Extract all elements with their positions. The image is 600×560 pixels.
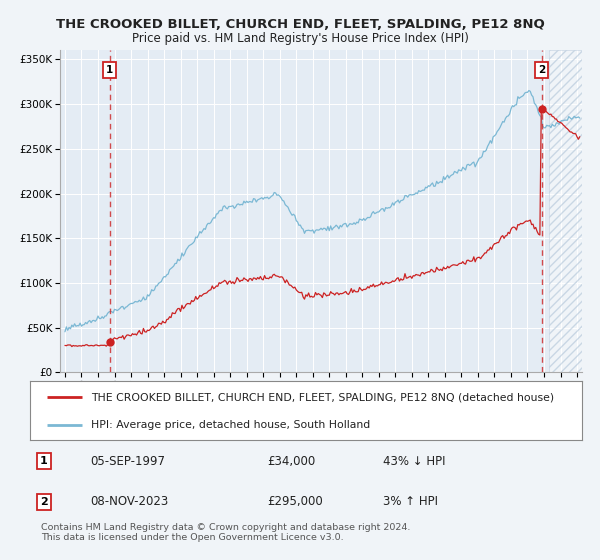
- Bar: [549, 50, 590, 372]
- Text: 2: 2: [538, 65, 545, 75]
- Text: 43% ↓ HPI: 43% ↓ HPI: [383, 455, 446, 468]
- Text: £34,000: £34,000: [268, 455, 316, 468]
- Text: THE CROOKED BILLET, CHURCH END, FLEET, SPALDING, PE12 8NQ (detached house): THE CROOKED BILLET, CHURCH END, FLEET, S…: [91, 392, 554, 402]
- Text: 05-SEP-1997: 05-SEP-1997: [91, 455, 166, 468]
- Text: Price paid vs. HM Land Registry's House Price Index (HPI): Price paid vs. HM Land Registry's House …: [131, 32, 469, 45]
- Bar: [549, 50, 590, 372]
- Text: 08-NOV-2023: 08-NOV-2023: [91, 496, 169, 508]
- Text: £295,000: £295,000: [268, 496, 323, 508]
- Text: Contains HM Land Registry data © Crown copyright and database right 2024.
This d: Contains HM Land Registry data © Crown c…: [41, 522, 410, 542]
- Text: 1: 1: [40, 456, 47, 466]
- Text: 2: 2: [40, 497, 47, 507]
- Text: 3% ↑ HPI: 3% ↑ HPI: [383, 496, 438, 508]
- Text: 1: 1: [106, 65, 113, 75]
- Text: HPI: Average price, detached house, South Holland: HPI: Average price, detached house, Sout…: [91, 420, 370, 430]
- Text: THE CROOKED BILLET, CHURCH END, FLEET, SPALDING, PE12 8NQ: THE CROOKED BILLET, CHURCH END, FLEET, S…: [56, 18, 544, 31]
